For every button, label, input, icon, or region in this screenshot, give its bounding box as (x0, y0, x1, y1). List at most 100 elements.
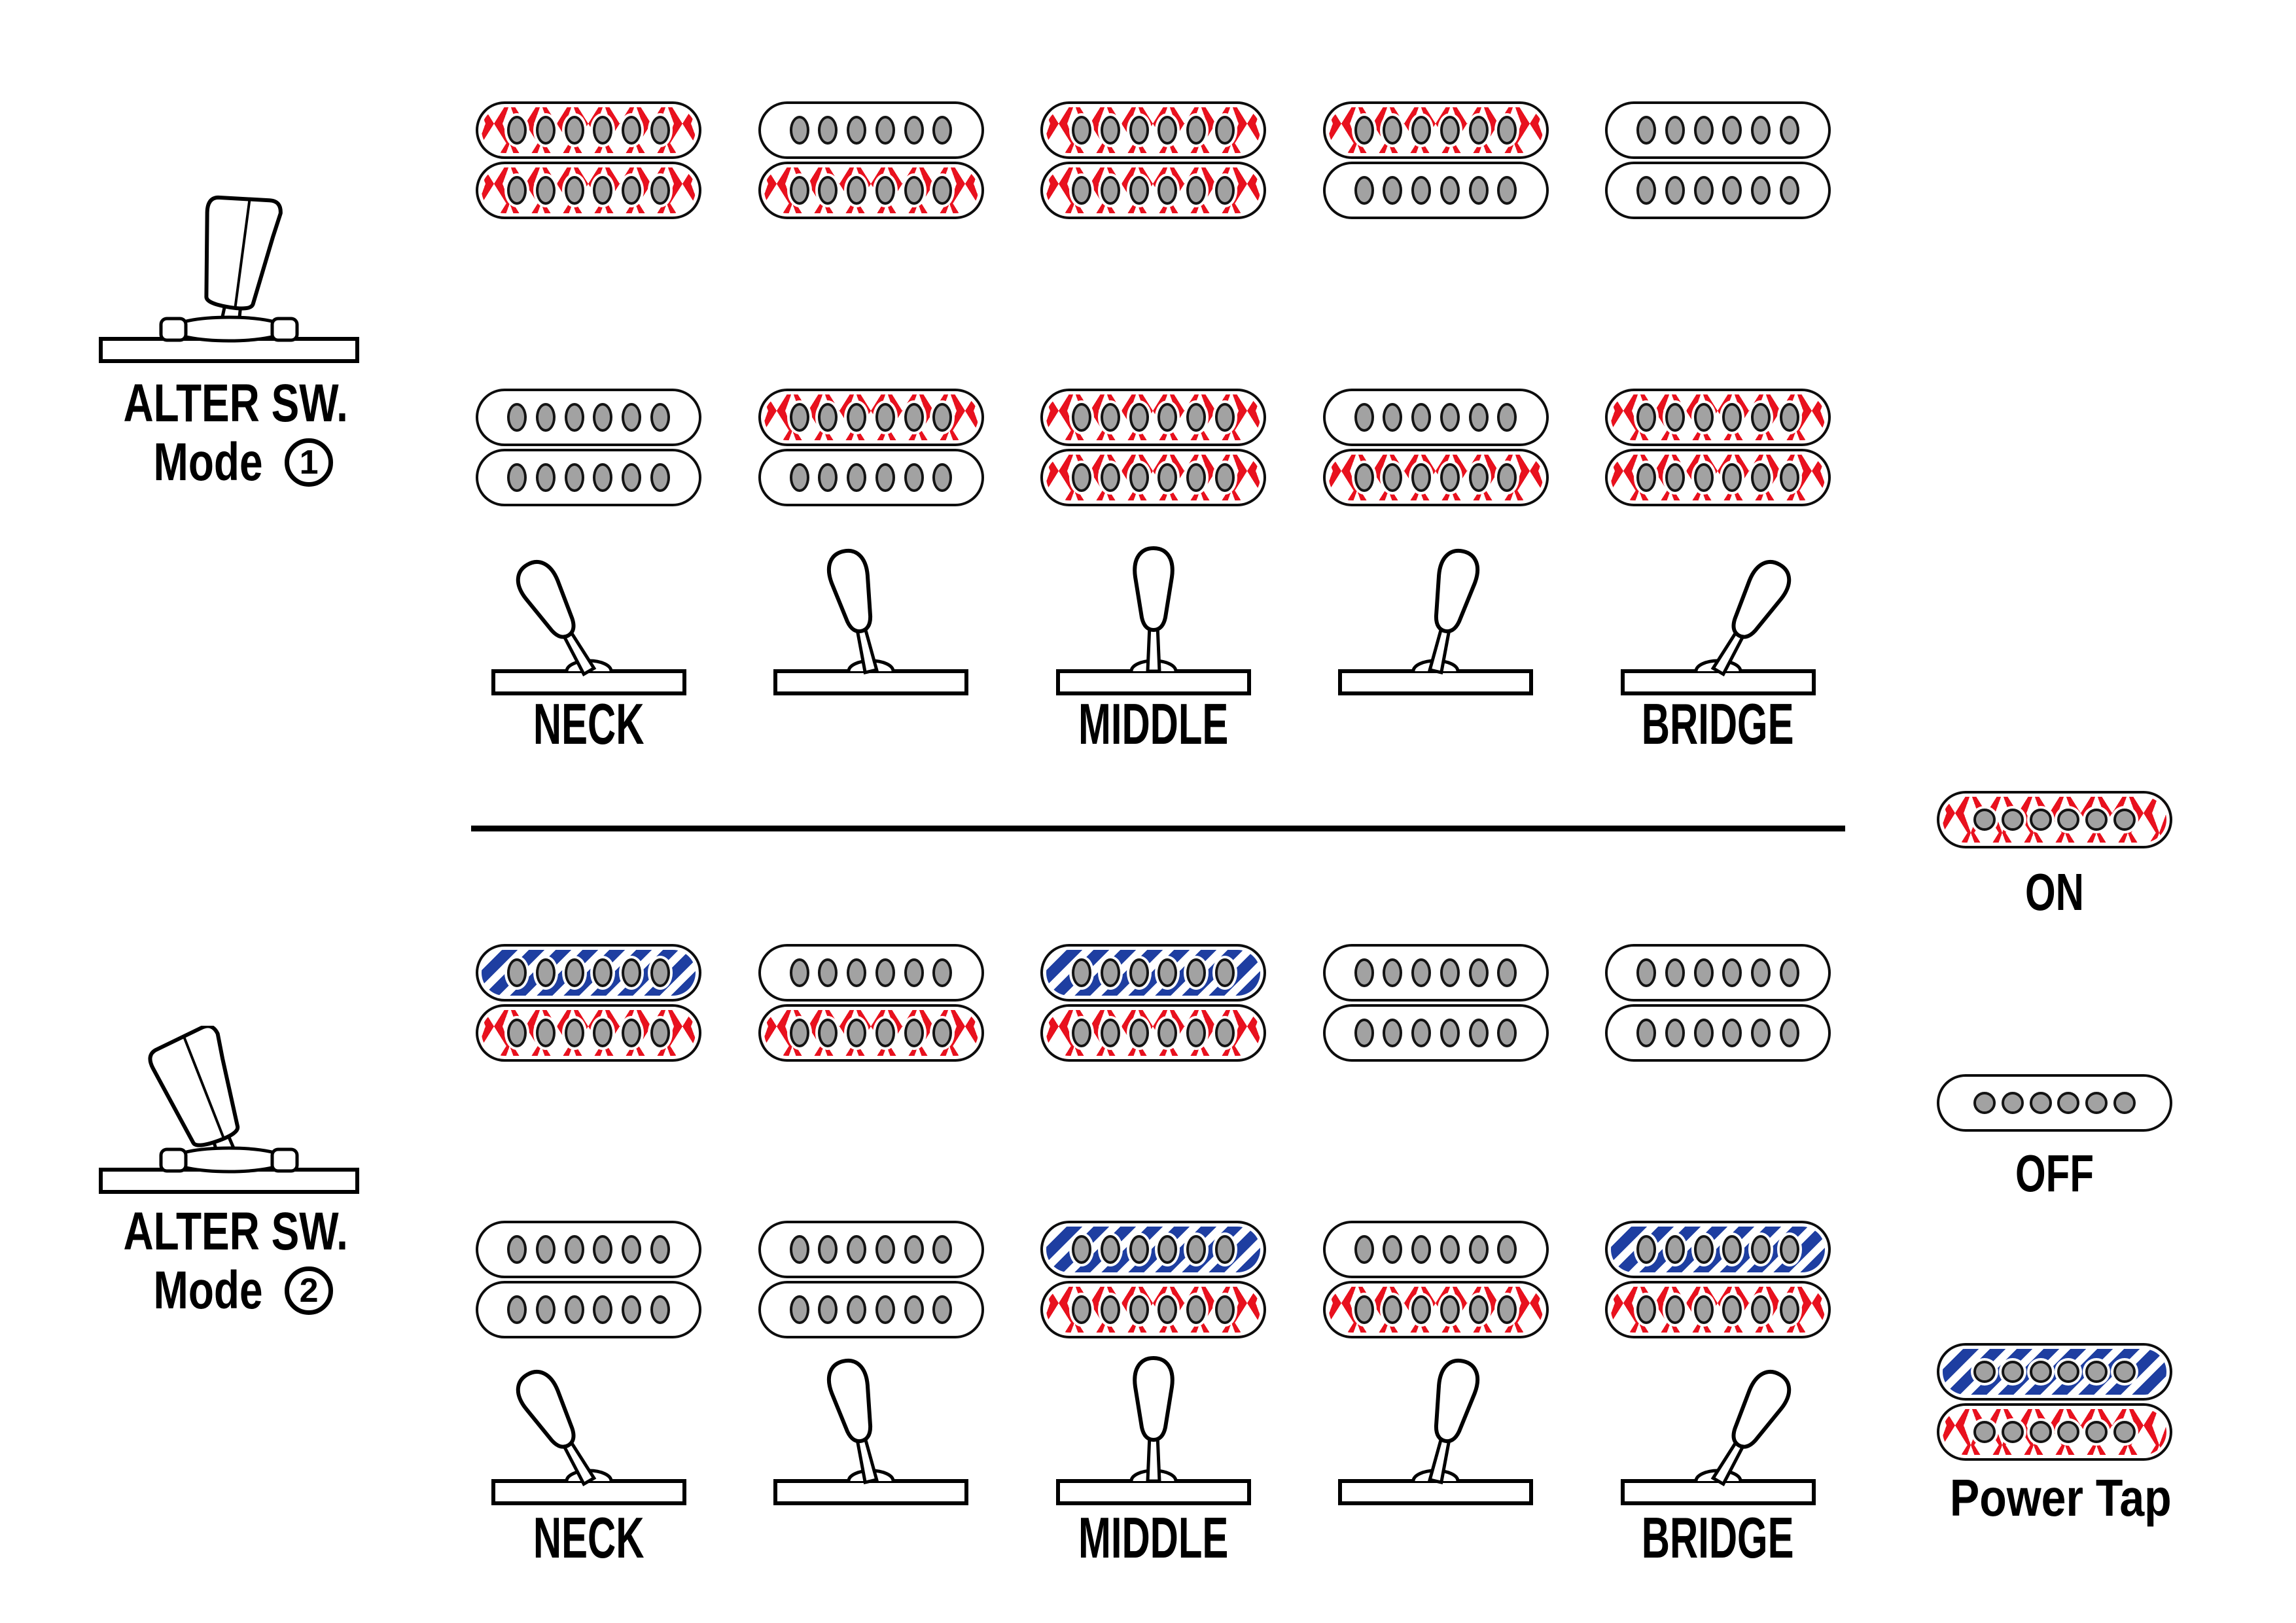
coil-on (1040, 101, 1266, 159)
pole-piece (650, 1235, 670, 1264)
pole-piece (1214, 1235, 1235, 1264)
pole-piece (932, 958, 953, 987)
pole-piece (875, 1019, 895, 1047)
lever-icon (773, 548, 968, 695)
pole-piece (932, 463, 953, 492)
pole-piece (1439, 176, 1460, 205)
coil-on (758, 162, 984, 219)
mode-2-title: ALTER SW. (123, 1202, 348, 1261)
pole-piece (2113, 809, 2136, 831)
position-label-bridge-mode2: BRIDGE (1577, 1509, 1860, 1567)
pole-piece (1157, 958, 1178, 987)
pole-piece (1636, 116, 1656, 145)
pole-piece (1693, 463, 1714, 492)
pole-piece (1497, 116, 1517, 145)
pole-piece (904, 403, 924, 432)
pole-piece (1354, 176, 1374, 205)
mode-1-label: ALTER SW. Mode 1 (52, 375, 419, 491)
pole-piece (650, 958, 670, 987)
pickup-mode1-row-1-pos1 (476, 101, 701, 219)
pole-piece (1186, 116, 1207, 145)
pole-piece (1636, 1019, 1656, 1047)
coil-on (1322, 101, 1549, 159)
pole-piece (507, 1235, 527, 1264)
pole-piece (2029, 1421, 2052, 1443)
pole-piece (875, 1295, 895, 1324)
coil-off (476, 1281, 701, 1338)
mode-1-subtitle: Mode (153, 432, 263, 492)
pole-piece (1129, 403, 1149, 432)
pole-piece (789, 463, 809, 492)
pole-piece (1636, 958, 1656, 987)
pole-piece (564, 958, 584, 987)
pole-piece (1497, 1019, 1517, 1047)
pole-piece (2085, 1421, 2108, 1443)
pole-piece (1186, 958, 1207, 987)
coil-on (758, 389, 984, 446)
pole-piece (1411, 403, 1432, 432)
coil-off (1605, 101, 1831, 159)
pole-piece (1751, 116, 1771, 145)
pole-piece (1497, 403, 1517, 432)
pole-piece (507, 176, 527, 205)
lever-mode1-position-2 (773, 543, 969, 697)
pickup-mode2-row-1-pos3 (1040, 944, 1266, 1062)
pole-piece (1497, 463, 1517, 492)
pole-piece (1439, 403, 1460, 432)
pole-piece (1100, 958, 1120, 987)
pole-piece (507, 958, 527, 987)
pole-piece (1751, 1019, 1771, 1047)
pole-piece (1693, 958, 1714, 987)
legend-power-tap-label: Power Tap (1949, 1469, 2172, 1527)
pole-piece (1214, 403, 1235, 432)
pole-piece (1129, 463, 1149, 492)
pole-piece (1186, 463, 1207, 492)
coil-off (758, 944, 984, 1002)
pole-piece (593, 1019, 613, 1047)
pole-piece (932, 116, 953, 145)
lever-mode2-position-2 (773, 1353, 969, 1507)
pole-piece (1214, 116, 1235, 145)
pole-piece (2085, 809, 2108, 831)
coil-tap (1605, 1221, 1831, 1278)
coil-off (1605, 944, 1831, 1002)
pole-piece (2001, 1361, 2024, 1383)
pole-piece (1468, 116, 1489, 145)
pole-piece (818, 1295, 838, 1324)
pole-piece (1411, 176, 1432, 205)
pole-piece (2029, 1092, 2052, 1114)
pole-piece (535, 958, 556, 987)
position-label-text: MIDDLE (1078, 691, 1229, 756)
pole-piece (1665, 958, 1685, 987)
pole-piece (650, 403, 670, 432)
pole-piece (847, 1295, 867, 1324)
pole-piece (1214, 1295, 1235, 1324)
pole-piece (1439, 463, 1460, 492)
lever-icon (1620, 1370, 1816, 1505)
lever-mode2-position-4 (1337, 1353, 1534, 1507)
pole-piece (507, 463, 527, 492)
coil-off (1605, 1004, 1831, 1062)
coil-on (1322, 449, 1549, 506)
pole-piece (1157, 1295, 1178, 1324)
pole-piece (507, 1295, 527, 1324)
pole-piece (1751, 958, 1771, 987)
pole-piece (1129, 1235, 1149, 1264)
pole-piece (2057, 809, 2080, 831)
pole-piece (2057, 1361, 2080, 1383)
pole-piece (1693, 176, 1714, 205)
coil-on (476, 1004, 701, 1062)
pole-piece (1157, 1019, 1178, 1047)
coil-on (1605, 389, 1831, 446)
mode-2-switch-icon (92, 1026, 366, 1197)
pole-piece (1072, 1295, 1091, 1324)
pole-piece (593, 958, 613, 987)
pole-piece (593, 1235, 613, 1264)
position-label-middle-mode2: MIDDLE (1012, 1509, 1295, 1567)
pickup-mode2-row-2-pos3 (1040, 1221, 1266, 1338)
coil-off (758, 449, 984, 506)
legend-off-coil (1937, 1074, 2172, 1132)
legend-power-tap-coil-bottom (1937, 1403, 2172, 1461)
lever-icon (491, 1370, 686, 1505)
